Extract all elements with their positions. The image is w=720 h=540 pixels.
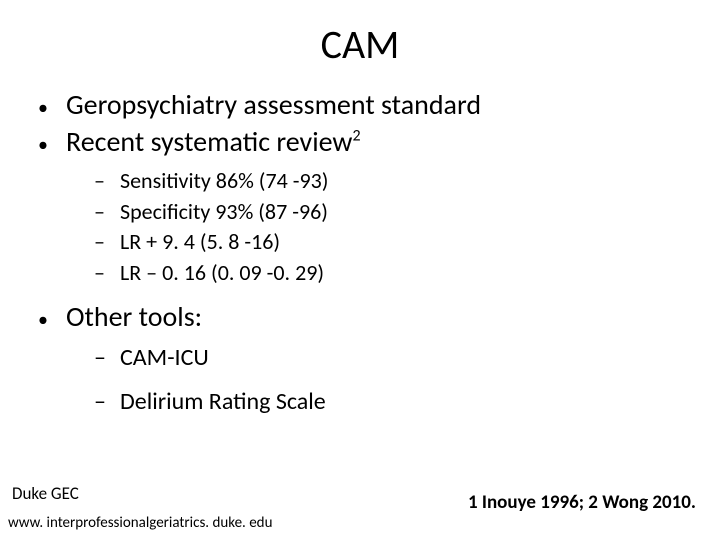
bullet-text: Recent systematic review2 — [66, 124, 361, 159]
sub-text: Sensitivity 86% (74 -93) — [120, 167, 328, 196]
sub-text: LR – 0. 16 (0. 09 -0. 29) — [120, 259, 324, 288]
sub-item: – LR – 0. 16 (0. 09 -0. 29) — [94, 259, 720, 288]
bullet-marker: • — [38, 308, 66, 332]
bullet-text: Other tools: — [66, 299, 202, 334]
sub-text: CAM-ICU — [120, 342, 209, 373]
slide-title: CAM — [0, 0, 720, 87]
sub-text: Delirium Rating Scale — [120, 386, 326, 417]
sub-item: – Sensitivity 86% (74 -93) — [94, 167, 720, 196]
sub-list-stats: – Sensitivity 86% (74 -93) – Specificity… — [38, 161, 720, 299]
sub-item: – LR + 9. 4 (5. 8 -16) — [94, 228, 720, 257]
bullet-item: • Geropsychiatry assessment standard — [38, 87, 720, 122]
dash-marker: – — [94, 228, 120, 255]
sub-list-tools: – CAM-ICU – Delirium Rating Scale — [38, 336, 720, 438]
dash-marker: – — [94, 167, 120, 194]
sub-item: – Delirium Rating Scale — [94, 386, 720, 417]
sub-text: LR + 9. 4 (5. 8 -16) — [120, 228, 280, 257]
bullet-item: • Other tools: — [38, 299, 720, 334]
dash-marker: – — [94, 387, 120, 416]
footer-references: 1 Inouye 1996; 2 Wong 2010. — [468, 491, 696, 514]
bullet-marker: • — [38, 96, 66, 120]
footer-url: www. interprofessionalgeriatrics. duke. … — [8, 514, 272, 532]
bullet-text-main: Recent systematic review — [66, 124, 352, 159]
sub-item: – CAM-ICU — [94, 342, 720, 373]
footer-org: Duke GEC — [12, 483, 79, 504]
superscript: 2 — [352, 127, 360, 146]
sub-text: Specificity 93% (87 -96) — [120, 198, 328, 227]
bullet-text: Geropsychiatry assessment standard — [66, 87, 481, 122]
bullet-item: • Recent systematic review2 — [38, 124, 720, 159]
slide-body: • Geropsychiatry assessment standard • R… — [0, 87, 720, 439]
bullet-marker: • — [38, 133, 66, 157]
sub-item: – Specificity 93% (87 -96) — [94, 198, 720, 227]
dash-marker: – — [94, 343, 120, 372]
dash-marker: – — [94, 198, 120, 225]
dash-marker: – — [94, 259, 120, 286]
